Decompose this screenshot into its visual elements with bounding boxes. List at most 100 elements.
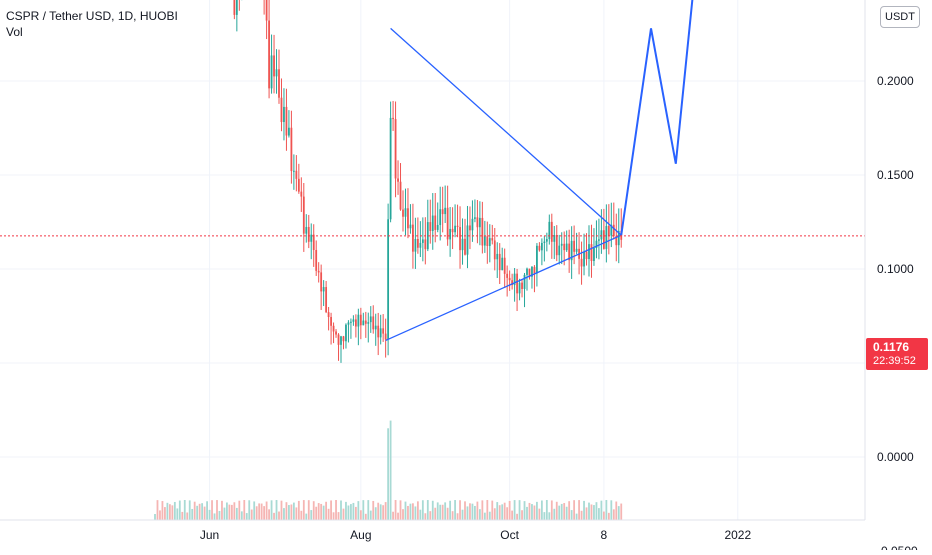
volume-bar [454, 500, 456, 520]
candle-body [379, 328, 382, 338]
candle-body [531, 266, 533, 277]
time-tick-label: Aug [350, 528, 371, 542]
volume-bar [389, 420, 392, 520]
candle-body [297, 178, 300, 192]
volume-bar [573, 500, 576, 520]
volume-bar [325, 501, 328, 520]
volume-bar [302, 500, 305, 520]
time-axis[interactable]: Jun Aug Oct 8 2022 [200, 528, 752, 542]
volume-bar [478, 509, 481, 520]
volume-bar [198, 503, 201, 520]
candle-body [454, 225, 456, 233]
volume-bar [275, 500, 278, 520]
volume-bar [451, 511, 454, 520]
volume-indicator-label[interactable]: Vol [6, 25, 23, 39]
drawing-layer[interactable] [385, 0, 726, 342]
candle-body [327, 312, 330, 318]
candle-body [345, 324, 347, 342]
volume-bar [424, 513, 427, 520]
volume-bar [402, 509, 404, 520]
volume-bar [345, 501, 347, 520]
candle-body [456, 225, 459, 228]
volume-bar [218, 510, 221, 520]
candle-body [451, 228, 454, 233]
volume-bar [446, 507, 449, 520]
volume-bar [164, 507, 166, 520]
volume-bar [615, 501, 618, 520]
candle-body [461, 238, 464, 251]
currency-button[interactable]: USDT [880, 6, 920, 28]
candle-body [434, 215, 437, 230]
volume-bar [526, 506, 528, 520]
volume-bar [523, 501, 526, 520]
candle-body [409, 224, 412, 229]
candle-body [292, 170, 295, 172]
volume-bar [503, 502, 506, 520]
volume-bar [265, 501, 268, 520]
volume-layer [154, 420, 623, 520]
time-tick-label: Oct [500, 528, 519, 542]
candle-body [491, 238, 494, 241]
candle-body [369, 316, 372, 323]
candle-body [483, 236, 486, 246]
volume-bar [171, 505, 174, 520]
candle-body [563, 243, 566, 251]
candle-body [342, 336, 345, 342]
volume-bar [593, 505, 595, 520]
volume-bar [285, 502, 288, 520]
candle-body [533, 266, 536, 274]
volume-bar [230, 504, 233, 520]
volume-bar [168, 504, 171, 520]
volume-bar [521, 510, 523, 520]
candle-body [426, 222, 429, 250]
candle-body [320, 272, 323, 292]
volume-bar [476, 501, 479, 520]
symbol-title[interactable]: CSPR / Tether USD, 1D, HUOBI [6, 9, 178, 23]
volume-bar [426, 500, 429, 520]
volume-bar [414, 506, 417, 520]
volume-bar [397, 512, 399, 520]
volume-bar [585, 507, 588, 520]
volume-bar [491, 500, 494, 520]
candle-body [275, 69, 278, 77]
volume-bar [208, 509, 211, 520]
volume-bar [583, 500, 585, 520]
volume-bar [181, 511, 184, 520]
volume-bar [213, 513, 216, 520]
candle-body [464, 238, 466, 255]
volume-bar [570, 510, 573, 520]
candle-body [474, 217, 476, 219]
volume-bar [263, 506, 266, 520]
candle-body [469, 225, 471, 231]
candle-body [478, 217, 481, 228]
candle-body [605, 226, 608, 249]
candle-body [543, 241, 546, 243]
candle-body [548, 221, 551, 240]
volume-bar [612, 509, 615, 520]
volume-bar [506, 507, 509, 520]
volume-bar [186, 512, 189, 520]
volume-bar [498, 505, 501, 520]
candle-body [317, 270, 320, 273]
volume-bar [409, 503, 412, 520]
candle-body [518, 282, 521, 294]
volume-bar [288, 505, 290, 520]
volume-bar [600, 500, 603, 520]
candle-body [372, 316, 375, 330]
candle-body [312, 234, 315, 251]
volume-bar [292, 502, 295, 520]
volume-bar [268, 509, 270, 520]
volume-bar [429, 511, 432, 520]
candle-body [568, 243, 571, 261]
candle-body [612, 224, 615, 237]
bar-countdown: 22:39:52 [873, 355, 916, 367]
volume-bar [350, 504, 352, 520]
candle-body [302, 196, 305, 234]
candle-body [459, 227, 461, 251]
volume-bar [605, 500, 608, 520]
volume-bar [483, 512, 486, 520]
volume-bar [203, 506, 206, 520]
volume-bar [322, 505, 325, 520]
